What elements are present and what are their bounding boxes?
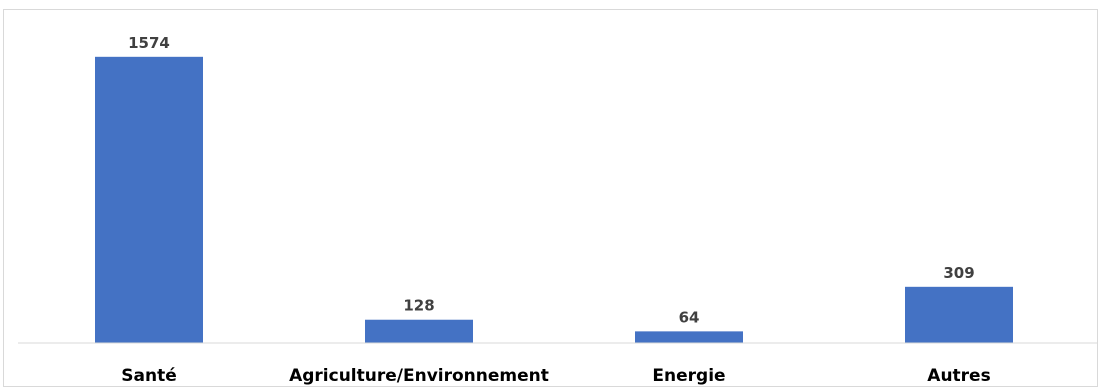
category-label: Santé <box>121 366 176 386</box>
data-label: 309 <box>943 264 974 282</box>
category-labels-group: Santé Agriculture/Environnement Energie Aut… <box>121 366 990 386</box>
category-label: Agriculture/Environnement <box>289 366 549 386</box>
bar <box>635 331 743 343</box>
category-label: Energie <box>652 366 725 386</box>
category-label: Autres <box>927 366 990 386</box>
bar <box>905 286 1013 343</box>
bar <box>365 319 473 343</box>
data-label: 64 <box>679 308 700 326</box>
value-labels-group: 1574 128 64 309 <box>128 34 975 327</box>
data-label: 1574 <box>128 34 170 52</box>
data-label: 128 <box>403 297 434 315</box>
bar <box>95 56 203 344</box>
bars-group <box>95 56 1013 344</box>
